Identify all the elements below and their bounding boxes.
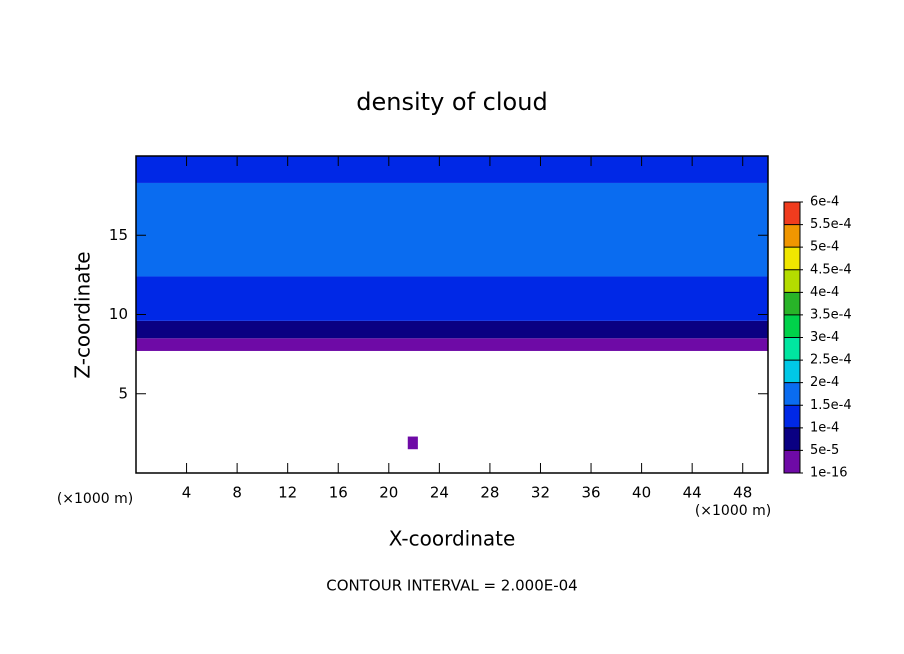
x-tick-label: 32	[531, 484, 550, 502]
colorbar-box	[784, 337, 800, 361]
colorbar-label: 5e-5	[810, 443, 839, 458]
colorbar-label: 6e-4	[810, 195, 839, 210]
y-tick-label: 10	[109, 305, 128, 323]
contour-band	[407, 436, 418, 450]
colorbar-box	[784, 427, 800, 451]
x-axis-label: X-coordinate	[389, 527, 516, 551]
colorbar-box	[784, 292, 800, 315]
colorbar-box	[784, 224, 800, 248]
colorbar-label: 5.5e-4	[810, 217, 852, 232]
colorbar-box	[784, 247, 800, 270]
footer: CONTOUR INTERVAL = 2.000E-04	[326, 577, 577, 595]
colorbar-box	[784, 405, 800, 428]
x-tick-label: 40	[632, 484, 651, 502]
y-unit-label: (×1000 m)	[57, 491, 133, 507]
x-tick-label: 44	[683, 484, 702, 502]
colorbar-box	[784, 382, 800, 406]
x-tick-label: 36	[581, 484, 600, 502]
contour-band	[136, 156, 768, 183]
colorbar-box	[784, 269, 800, 293]
x-unit-label: (×1000 m)	[695, 503, 771, 519]
colorbar-box	[784, 450, 800, 473]
colorbar-label: 1e-16	[810, 466, 848, 481]
x-tick-label: 16	[329, 484, 348, 502]
colorbar-label: 3.5e-4	[810, 307, 852, 322]
contour-band	[136, 320, 768, 339]
x-tick-label: 8	[232, 484, 242, 502]
chart-title: density of cloud	[356, 88, 547, 116]
colorbar-box	[784, 314, 800, 338]
colorbar-label: 1.5e-4	[810, 398, 852, 413]
x-tick-label: 4	[182, 484, 192, 502]
contour-band	[136, 276, 768, 321]
colorbar-label: 5e-4	[810, 240, 839, 255]
x-tick-label: 24	[430, 484, 449, 502]
contour-band	[136, 182, 768, 277]
colorbar-label: 3e-4	[810, 330, 839, 345]
colorbar-box	[784, 360, 800, 383]
colorbar-label: 4.5e-4	[810, 262, 852, 277]
colorbar-label: 2.5e-4	[810, 353, 852, 368]
y-tick-label: 15	[109, 226, 128, 244]
y-tick-label: 5	[118, 384, 128, 402]
colorbar-label: 1e-4	[810, 420, 839, 435]
y-axis-label: Z-coordinate	[71, 251, 95, 378]
x-tick-label: 28	[480, 484, 499, 502]
colorbar-label: 2e-4	[810, 375, 839, 390]
contour-band	[136, 338, 768, 351]
colorbar-label: 4e-4	[810, 285, 839, 300]
x-tick-label: 20	[379, 484, 398, 502]
colorbar-box	[784, 202, 800, 225]
x-tick-label: 12	[278, 484, 297, 502]
x-tick-label: 48	[733, 484, 752, 502]
